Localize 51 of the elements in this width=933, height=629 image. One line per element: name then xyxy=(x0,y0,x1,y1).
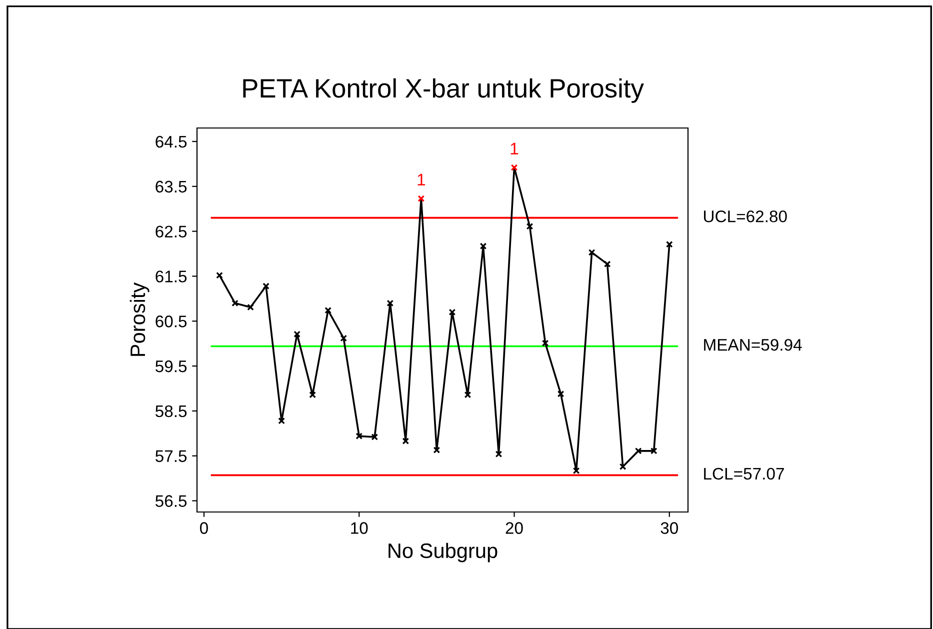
x-tick-label: 20 xyxy=(506,522,523,534)
point xyxy=(278,417,285,424)
point xyxy=(604,260,611,268)
point xyxy=(526,222,534,230)
point xyxy=(356,432,363,440)
x-tick-label: 10 xyxy=(351,522,368,534)
y-tick-label: 59.5 xyxy=(156,360,187,372)
ref-line-label: UCL=62.80 xyxy=(704,210,787,222)
point xyxy=(448,308,456,316)
y-tick-label: 57.5 xyxy=(156,450,187,462)
ref-line-label: MEAN=59.94 xyxy=(704,338,802,351)
y-tick-label: 58.5 xyxy=(156,405,187,418)
ref-line-label: LCL=57.07 xyxy=(704,468,784,480)
point xyxy=(216,272,223,279)
y-tick-label: 60.5 xyxy=(156,316,187,328)
y-tick-label: 61.5 xyxy=(156,270,187,282)
point xyxy=(262,282,270,290)
point xyxy=(588,248,596,256)
point xyxy=(557,390,564,398)
annotation: 1 xyxy=(418,174,425,186)
point xyxy=(464,391,472,398)
point xyxy=(340,334,348,342)
y-tick-label: 63.5 xyxy=(156,180,187,193)
point xyxy=(619,463,626,470)
point xyxy=(650,447,658,454)
point xyxy=(510,164,518,171)
point xyxy=(232,300,238,307)
x-tick-label: 0 xyxy=(200,522,208,534)
point xyxy=(495,450,502,458)
point xyxy=(386,300,394,307)
point xyxy=(309,391,316,398)
y-tick-label: 56.5 xyxy=(156,495,187,507)
y-tick-label: 64.5 xyxy=(156,136,187,148)
point xyxy=(247,304,254,311)
point xyxy=(572,467,580,474)
point xyxy=(371,434,378,440)
y-tick-label: 62.5 xyxy=(156,226,187,238)
point xyxy=(294,330,300,338)
point xyxy=(542,340,549,347)
point xyxy=(480,242,487,250)
chart-title: PETA Kontrol X-bar untuk Porosity xyxy=(243,78,644,103)
x-axis-title: No Subgrup xyxy=(388,542,498,562)
annotation: 1 xyxy=(510,142,518,154)
point xyxy=(433,446,440,454)
point xyxy=(402,438,410,444)
point xyxy=(324,306,332,314)
point xyxy=(418,195,425,202)
x-tick-label: 30 xyxy=(660,522,678,534)
point xyxy=(634,447,642,454)
y-axis-title: Porosity xyxy=(130,282,150,356)
point xyxy=(666,240,673,248)
